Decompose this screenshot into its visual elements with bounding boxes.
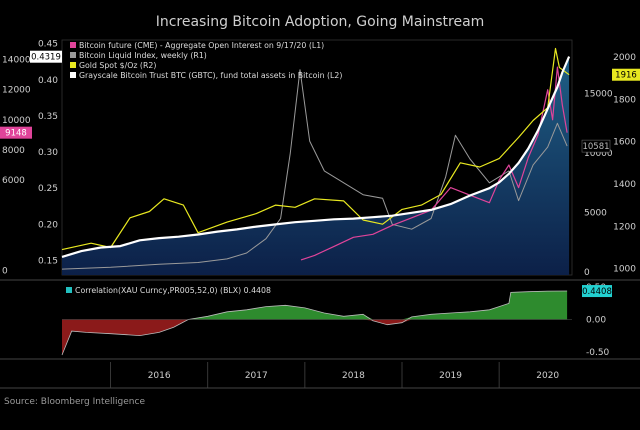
legend-label: Grayscale Bitcoin Trust BTC (GBTC), fund…: [79, 71, 342, 80]
tick-label-r2: 1600: [613, 138, 636, 148]
tick-label-r2: 1800: [613, 95, 636, 105]
tick-label-l2: 0.15: [38, 257, 58, 267]
series-line-0: [61, 56, 571, 258]
correlation-positive-area: [62, 291, 568, 320]
correlation-line: [61, 290, 568, 356]
legend-label: Bitcoin future (CME) - Aggregate Open In…: [79, 41, 324, 50]
x-tick-label: 2018: [342, 371, 365, 381]
x-tick-label: 2017: [245, 371, 268, 381]
corr-tick-label: -0.50: [586, 348, 610, 358]
correlation-negative-area: [62, 319, 568, 355]
tick-label-l1: 14000: [2, 56, 31, 66]
tick-label-r1: 10000: [584, 149, 613, 159]
legend-label: Correlation(XAU Curncy,PR005,52,0) (BLX)…: [75, 286, 271, 295]
tick-label-r2: 1200: [613, 222, 636, 232]
tick-label-l1: 10000: [2, 116, 31, 126]
series-line-3: [300, 66, 568, 261]
tick-label-l1: 0: [2, 266, 8, 276]
legend-label: Gold Spot $/Oz (R2): [79, 61, 156, 70]
tick-label-l1: 12000: [2, 86, 31, 96]
legend-swatch: [70, 62, 76, 68]
tick-label-l2: 0.35: [38, 112, 58, 122]
legend-swatch: [70, 72, 76, 78]
tick-label-r2: 1000: [613, 265, 636, 275]
x-tick-label: 2020: [536, 371, 559, 381]
value-badge: [0, 126, 32, 139]
main-price-panel: 0600080001000012000140000.150.200.250.30…: [0, 39, 640, 389]
tick-label-l2: 0.20: [38, 220, 58, 230]
tick-label-r2: 1400: [613, 180, 636, 190]
legend-swatch: [70, 52, 76, 58]
value-badge-text: 0.4319: [31, 53, 61, 63]
value-badge: [612, 68, 640, 81]
value-badge: [582, 285, 612, 298]
tick-label-l2: 0.25: [38, 184, 58, 194]
tick-label-l2: 0.30: [38, 148, 58, 158]
x-tick-label: 2016: [148, 371, 171, 381]
value-badge: [30, 50, 62, 63]
gbtc-area: [62, 56, 570, 275]
corr-tick-label: 0.00: [586, 316, 606, 326]
value-badge-text: 0.4408: [582, 287, 612, 297]
series-line-2: [61, 47, 570, 251]
value-badge-text: 10581: [582, 142, 609, 152]
legend-label: Bitcoin Liquid Index, weekly (R1): [79, 51, 207, 60]
value-badge-text: 9148: [5, 129, 27, 139]
legend-swatch: [70, 42, 76, 48]
value-badge-text: 1916: [615, 71, 637, 81]
chart-title: Increasing Bitcoin Adoption, Going Mains…: [155, 14, 485, 30]
tick-label-r1: 5000: [584, 209, 607, 219]
time-axis: 2016 2017 2018 2019 2020: [110, 362, 559, 388]
tick-label-l2: 0.40: [38, 76, 58, 86]
value-badge: [581, 139, 611, 153]
tick-label-r2: 2000: [613, 53, 636, 63]
tick-label-r1: 15000: [584, 90, 613, 100]
tick-label-r1: 0: [584, 268, 590, 278]
source-footer: Source: Bloomberg Intelligence: [4, 397, 145, 407]
tick-label-l1: 8000: [2, 146, 25, 156]
tick-label-l2: 0.45: [38, 40, 58, 50]
tick-label-l1: 6000: [2, 176, 25, 186]
legend-swatch: [66, 287, 72, 293]
x-tick-label: 2019: [439, 371, 462, 381]
series-line-1: [61, 69, 568, 270]
